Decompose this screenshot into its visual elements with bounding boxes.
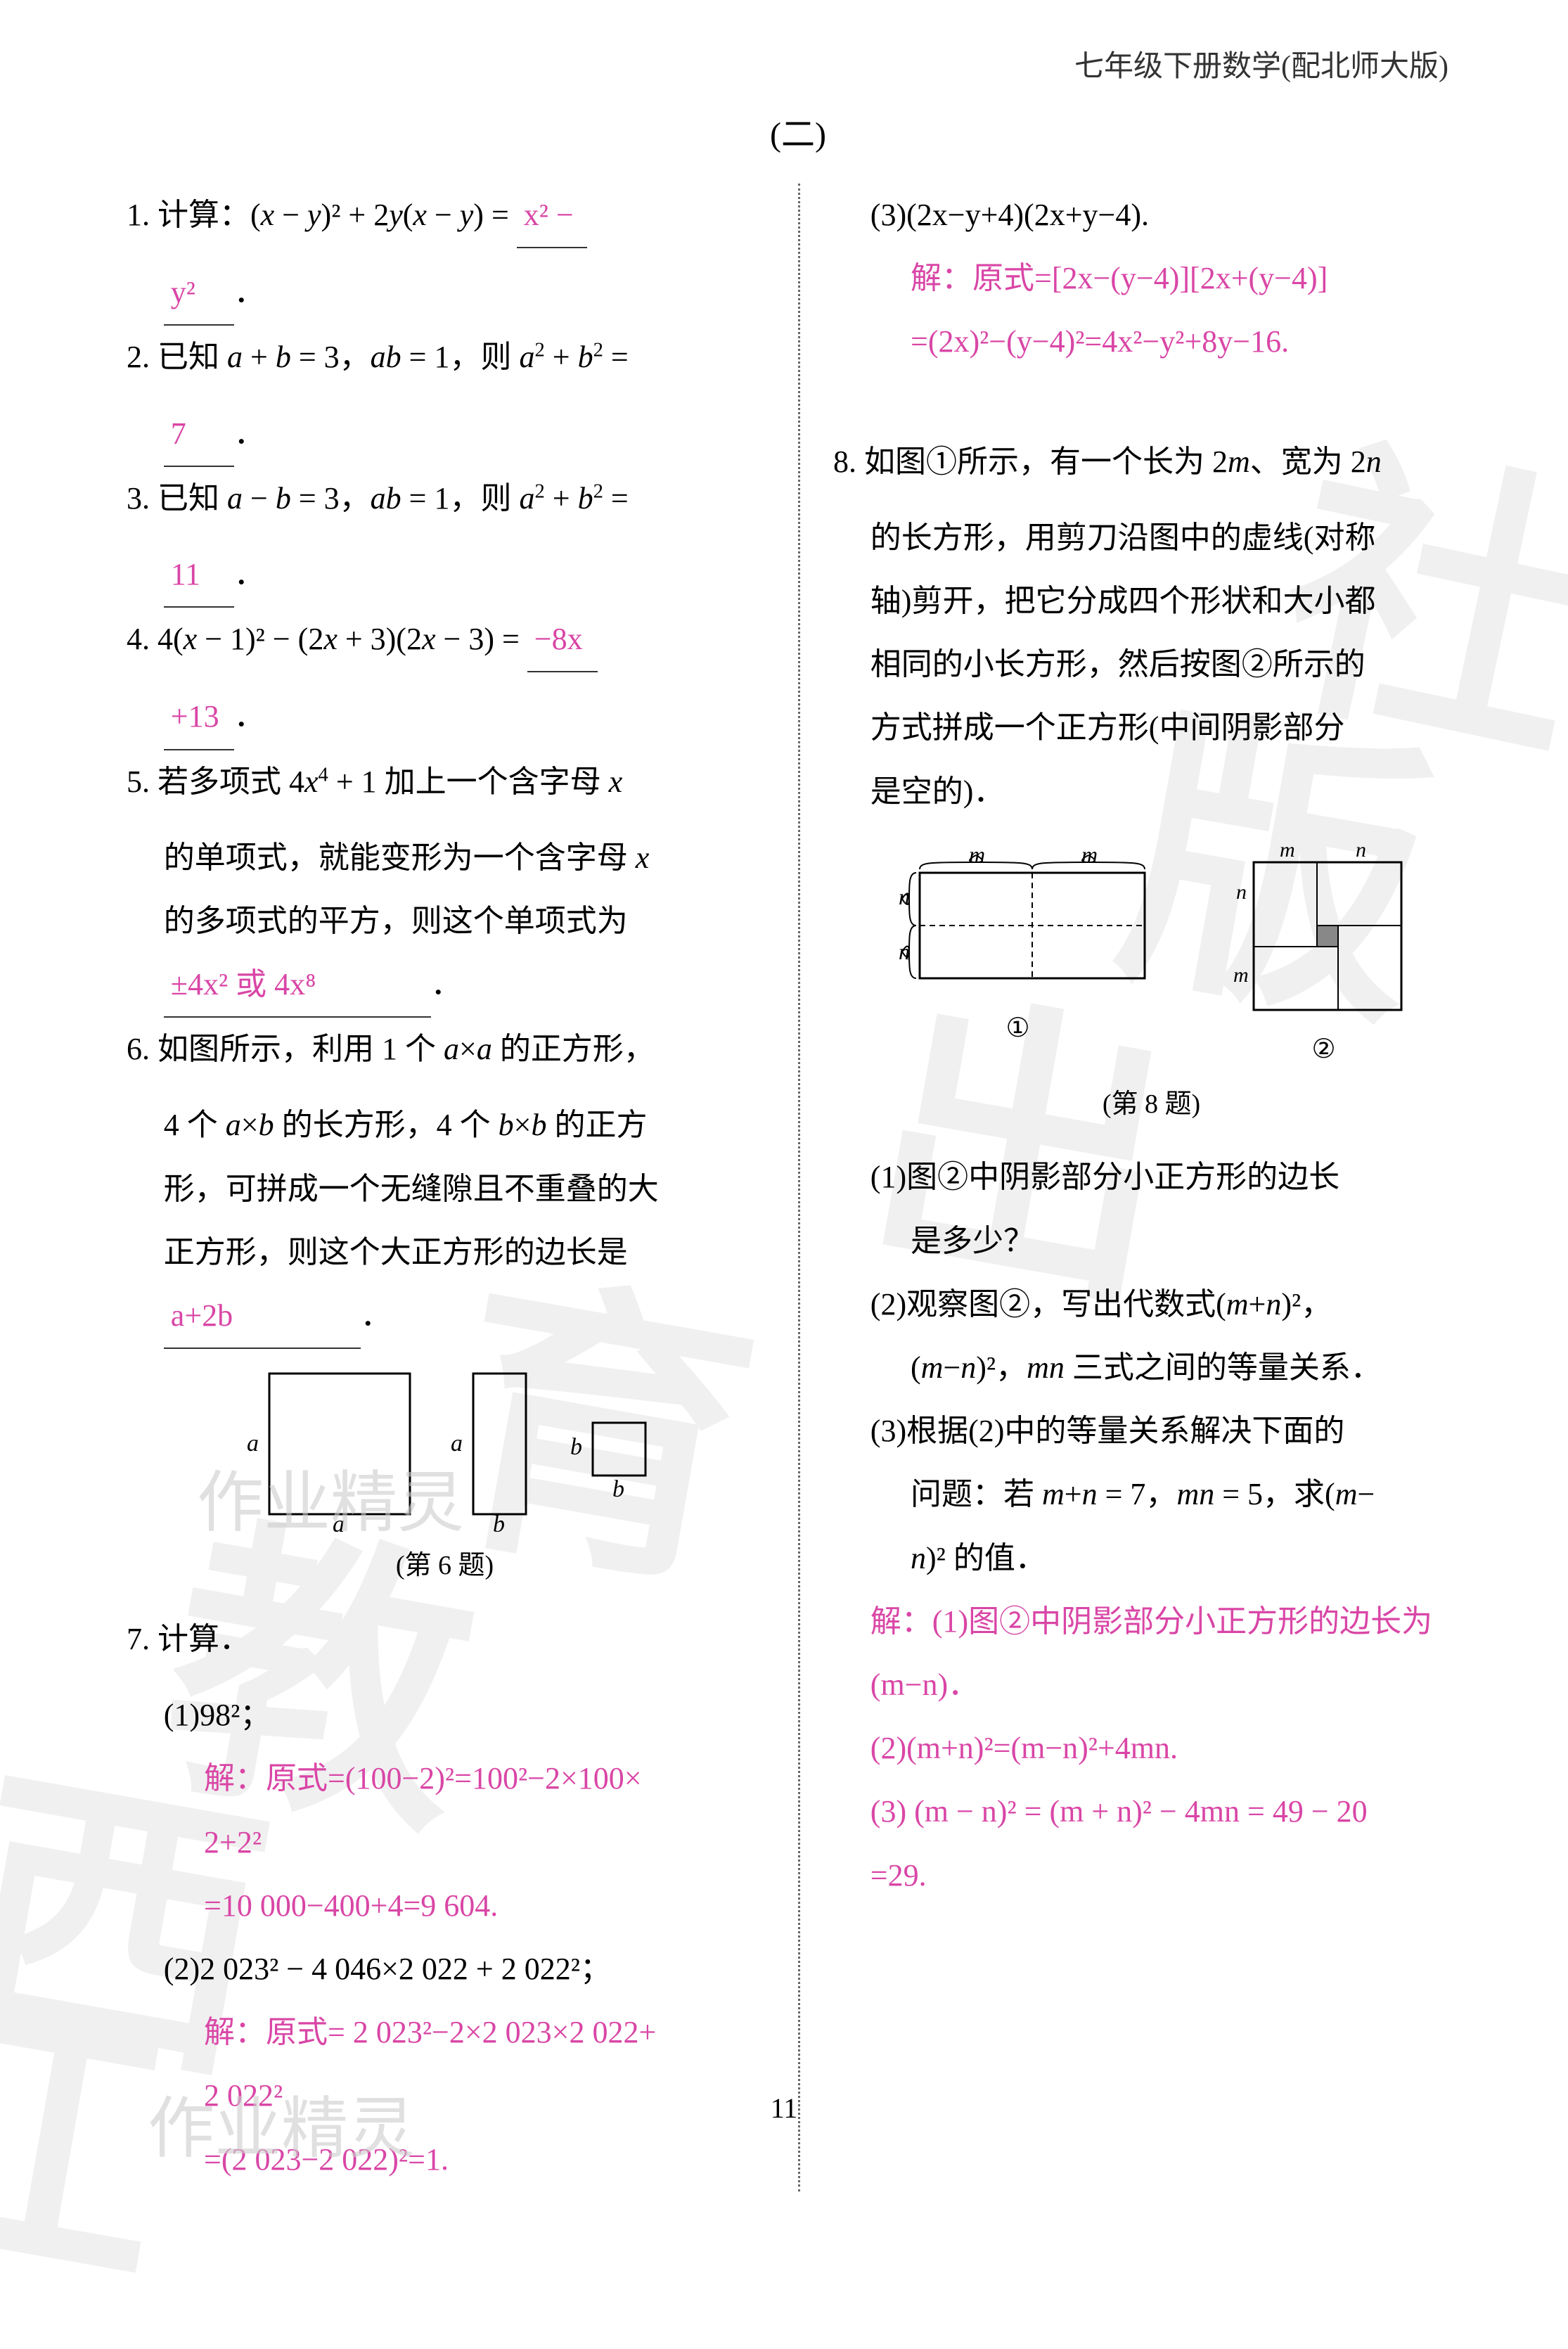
- problem-7-2-sol3: =(2 023−2 022)²=1.: [127, 2128, 763, 2191]
- figure-6-caption: (第 6 题): [127, 1539, 763, 1594]
- answer-4b: +13: [164, 685, 234, 750]
- problem-8-l4: 相同的小长方形，然后按图②所示的: [833, 633, 1470, 696]
- svg-text:m: m: [1280, 841, 1295, 862]
- problem-7-1: (1)98²；: [127, 1684, 763, 1747]
- problem-6-l2: 4 个 a×b 的长方形，4 个 b×b 的正方: [127, 1094, 763, 1157]
- answer-1b: y²: [164, 261, 234, 326]
- figure-8-1: n n m m ①: [878, 841, 1159, 1056]
- fig6-square-b: b b: [558, 1395, 656, 1500]
- column-divider: [798, 184, 800, 2191]
- problem-5: 5. 若多项式 4x4 + 1 加上一个含字母 x: [127, 750, 763, 814]
- fig8-1-label: ①: [1005, 1001, 1029, 1056]
- problem-1-line2: y²．: [127, 261, 763, 326]
- problem-7-3-sol1: 解：原式=[2x−(y−4)][2x+(y−4)]: [833, 247, 1470, 310]
- problem-7-1-sol3: =10 000−400+4=9 604.: [127, 1874, 763, 1938]
- svg-text:n: n: [1236, 881, 1247, 904]
- problem-8-3: (3)根据(2)中的等量关系解决下面的: [833, 1400, 1470, 1463]
- answer-6: a+2b: [164, 1284, 361, 1349]
- svg-text:b: b: [612, 1476, 624, 1500]
- problem-8-l6: 是空的)．: [833, 760, 1470, 824]
- problem-7-3-sol2: =(2x)²−(y−4)²=4x²−y²+8y−16.: [833, 310, 1470, 373]
- problem-7-1-sol1: 解：原式=(100−2)²=100²−2×100×: [127, 1747, 763, 1810]
- problem-8: 8. 如图①所示，有一个长为 2m、宽为 2n: [833, 430, 1470, 494]
- fig8-2-label: ②: [1311, 1023, 1335, 1077]
- svg-text:n: n: [899, 939, 910, 964]
- problem-6-l3: 形，可拼成一个无缝隙且不重叠的大: [127, 1158, 763, 1221]
- answer-5: ±4x² 或 4x⁸: [164, 953, 431, 1018]
- svg-text:b: b: [493, 1511, 505, 1532]
- answer-3: 11: [164, 543, 234, 608]
- svg-text:m: m: [1081, 842, 1098, 867]
- problem-7-2-sol1: 解：原式= 2 023²−2×2 023×2 022+: [127, 2001, 763, 2064]
- problem-4-ans2: +13．: [127, 685, 763, 750]
- problem-5-l3: 的多项式的平方，则这个单项式为: [127, 890, 763, 953]
- problem-8-sol3a: (3) (m − n)² = (m + n)² − 4mn = 49 − 20: [833, 1780, 1470, 1843]
- svg-text:m: m: [1233, 964, 1249, 987]
- fig6-rect-ab: a b: [438, 1363, 536, 1532]
- page-container: 七年级下册数学(配北师大版) (二) 1. 计算：(x − y)² + 2y(x…: [0, 0, 1568, 2216]
- problem-6-l4: 正方形，则这个大正方形的边长是: [127, 1221, 763, 1284]
- problem-8-1: (1)图②中阴影部分小正方形的边长: [833, 1146, 1470, 1209]
- svg-text:a: a: [451, 1430, 463, 1457]
- problem-1: 1. 计算：(x − y)² + 2y(x − y) = x² −: [127, 184, 763, 248]
- svg-text:a: a: [333, 1511, 345, 1532]
- svg-text:a: a: [247, 1430, 259, 1457]
- answer-1a: x² −: [517, 184, 587, 248]
- problem-4: 4. 4(x − 1)² − (2x + 3)(2x − 3) = −8x: [127, 608, 763, 672]
- figure-8: n n m m ①: [833, 841, 1470, 1077]
- problem-8-sol1a: 解：(1)图②中阴影部分小正方形的边长为: [833, 1590, 1470, 1653]
- figure-6: a a a b b b: [127, 1363, 763, 1532]
- problem-8-sol3b: =29.: [833, 1844, 1470, 1907]
- problem-8-l3: 轴)剪开，把它分成四个形状和大小都: [833, 570, 1470, 633]
- problem-3: 3. 已知 a − b = 3，ab = 1，则 a2 + b2 =: [127, 467, 763, 530]
- problem-7-3: (3)(2x−y+4)(2x+y−4).: [833, 184, 1470, 247]
- problem-8-3b: 问题：若 m+n = 7，mn = 5，求(m−: [833, 1463, 1470, 1526]
- fig6-square-a: a a: [234, 1363, 417, 1532]
- problem-8-1b: 是多少？: [833, 1210, 1470, 1273]
- problem-8-3c: n)² 的值．: [833, 1527, 1470, 1590]
- svg-text:m: m: [969, 842, 985, 867]
- left-column: 1. 计算：(x − y)² + 2y(x − y) = x² − y²． 2.…: [127, 184, 798, 2191]
- problem-7-1-sol2: 2+2²: [127, 1811, 763, 1874]
- problem-8-sol2: (2)(m+n)²=(m−n)²+4mn.: [833, 1717, 1470, 1780]
- answer-2: 7: [164, 402, 234, 467]
- figure-8-caption: (第 8 题): [833, 1077, 1470, 1132]
- problem-6-ans: a+2b．: [127, 1284, 763, 1349]
- problem-5-ans: ±4x² 或 4x⁸．: [127, 953, 763, 1018]
- problem-8-sol1b: (m−n)．: [833, 1653, 1470, 1717]
- section-title: (二): [127, 106, 1470, 155]
- svg-text:b: b: [570, 1434, 582, 1460]
- problem-8-l2: 的长方形，用剪刀沿图中的虚线(对称: [833, 506, 1470, 570]
- svg-text:n: n: [1356, 841, 1366, 862]
- figure-8-2: m n n m ②: [1222, 841, 1426, 1077]
- page-number: 11: [0, 2092, 1568, 2125]
- problem-8-2: (2)观察图②，写出代数式(m+n)²，: [833, 1273, 1470, 1336]
- problem-7: 7. 计算．: [127, 1608, 763, 1671]
- right-column: (3)(2x−y+4)(2x+y−4). 解：原式=[2x−(y−4)][2x+…: [798, 184, 1470, 2191]
- problem-2-ans: 7．: [127, 402, 763, 467]
- problem-2: 2. 已知 a + b = 3，ab = 1，则 a2 + b2 =: [127, 326, 763, 389]
- content-columns: 1. 计算：(x − y)² + 2y(x − y) = x² − y²． 2.…: [127, 184, 1470, 2191]
- problem-6: 6. 如图所示，利用 1 个 a×a 的正方形，: [127, 1018, 763, 1081]
- problem-3-ans: 11．: [127, 543, 763, 608]
- problem-8-2b: (m−n)²，mn 三式之间的等量关系．: [833, 1336, 1470, 1400]
- problem-5-l2: 的单项式，就能变形为一个含字母 x: [127, 826, 763, 890]
- page-header: 七年级下册数学(配北师大版): [127, 42, 1470, 85]
- problem-7-2: (2)2 023² − 4 046×2 022 + 2 022²；: [127, 1938, 763, 2001]
- answer-4a: −8x: [527, 608, 598, 672]
- problem-8-l5: 方式拼成一个正方形(中间阴影部分: [833, 696, 1470, 760]
